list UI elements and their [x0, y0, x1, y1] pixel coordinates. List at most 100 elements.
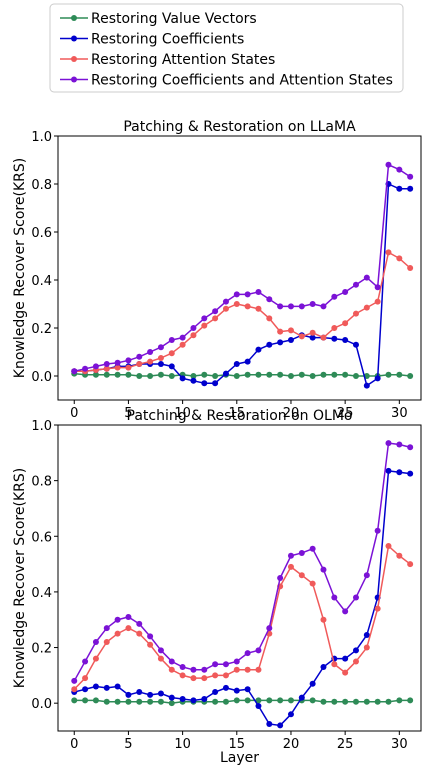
data-point	[407, 470, 414, 477]
legend-item: Restoring Value Vectors	[60, 11, 257, 27]
data-point	[168, 700, 175, 707]
legend-label: Restoring Value Vectors	[91, 11, 257, 27]
data-point	[222, 370, 229, 377]
data-point	[212, 672, 219, 679]
data-point	[222, 305, 229, 312]
data-point	[255, 289, 262, 295]
data-point	[352, 698, 359, 705]
legend-item: Restoring Coefficients	[60, 32, 244, 48]
data-point	[320, 303, 327, 310]
data-point	[212, 373, 219, 379]
y-tick-label: 0.2	[31, 322, 52, 337]
y-tick-label: 1.0	[31, 130, 52, 145]
series-line	[71, 161, 414, 375]
data-point	[147, 691, 154, 698]
data-point	[309, 580, 316, 587]
y-axis-label: Knowledge Recover Score(KRS)	[12, 468, 28, 688]
series-line	[71, 370, 414, 379]
series-path	[74, 699, 411, 704]
data-point	[157, 647, 164, 654]
data-point	[331, 698, 338, 705]
data-point	[331, 335, 338, 342]
data-point	[287, 327, 294, 334]
data-point	[277, 303, 284, 310]
data-point	[374, 605, 381, 612]
data-point	[233, 291, 240, 298]
data-point	[147, 641, 154, 648]
x-tick-label: 5	[124, 737, 132, 752]
data-point	[82, 365, 89, 372]
data-point	[374, 284, 381, 291]
data-point	[352, 594, 359, 601]
data-point	[407, 697, 414, 704]
series-path	[74, 372, 411, 377]
data-point	[396, 166, 403, 173]
data-point	[136, 353, 143, 360]
series-line	[71, 543, 414, 693]
x-tick-label: 0	[70, 406, 78, 421]
data-point	[114, 698, 121, 705]
data-point	[385, 249, 392, 256]
data-point	[363, 304, 370, 311]
data-point	[407, 561, 414, 568]
data-point	[201, 315, 208, 322]
data-point	[374, 375, 381, 382]
data-point	[82, 697, 89, 704]
data-point	[233, 373, 240, 379]
data-point	[342, 669, 349, 676]
data-point	[277, 371, 284, 378]
data-point	[352, 310, 359, 317]
data-point	[363, 698, 370, 705]
data-point	[385, 467, 392, 474]
data-point	[266, 315, 273, 322]
data-point	[157, 698, 164, 705]
data-point	[320, 616, 327, 623]
y-tick-label: 0.4	[31, 586, 52, 601]
data-point	[157, 690, 164, 697]
data-point	[363, 274, 370, 281]
data-point	[190, 666, 197, 673]
data-point	[212, 661, 219, 668]
data-point	[201, 666, 208, 673]
x-tick-label: 10	[174, 737, 191, 752]
chart-title: Patching & Restoration on OLMo	[127, 408, 353, 424]
data-point	[331, 325, 338, 331]
x-tick-label: 0	[70, 737, 78, 752]
y-tick-label: 0.8	[31, 475, 52, 490]
data-point	[82, 686, 89, 693]
data-point	[222, 672, 229, 679]
data-point	[266, 625, 273, 632]
data-point	[212, 698, 219, 705]
data-point	[331, 293, 338, 300]
data-point	[385, 161, 392, 168]
chart-title: Patching & Restoration on LLaMA	[123, 119, 356, 135]
data-point	[92, 371, 99, 378]
data-point	[179, 341, 186, 348]
data-point	[396, 697, 403, 704]
legend-swatch-marker	[71, 76, 77, 83]
data-point	[298, 371, 305, 378]
data-point	[103, 361, 110, 367]
data-point	[190, 377, 197, 384]
data-point	[157, 361, 164, 367]
data-point	[287, 337, 294, 343]
data-point	[396, 185, 403, 192]
data-point	[385, 698, 392, 705]
series-path	[74, 183, 411, 387]
data-point	[298, 572, 305, 579]
y-tick-label: 0.0	[31, 370, 52, 385]
data-point	[320, 334, 327, 341]
legend-label: Restoring Coefficients and Attention Sta…	[91, 73, 393, 89]
x-tick-label: 25	[337, 406, 354, 421]
legend-item: Restoring Attention States	[60, 52, 275, 68]
data-point	[147, 698, 154, 705]
data-point	[212, 308, 219, 315]
data-point	[71, 697, 78, 704]
data-point	[82, 658, 89, 665]
data-point	[168, 363, 175, 370]
data-point	[298, 694, 305, 701]
x-tick-label: 25	[337, 737, 354, 752]
data-point	[71, 368, 78, 375]
series-path	[74, 470, 411, 727]
data-point	[287, 552, 294, 559]
